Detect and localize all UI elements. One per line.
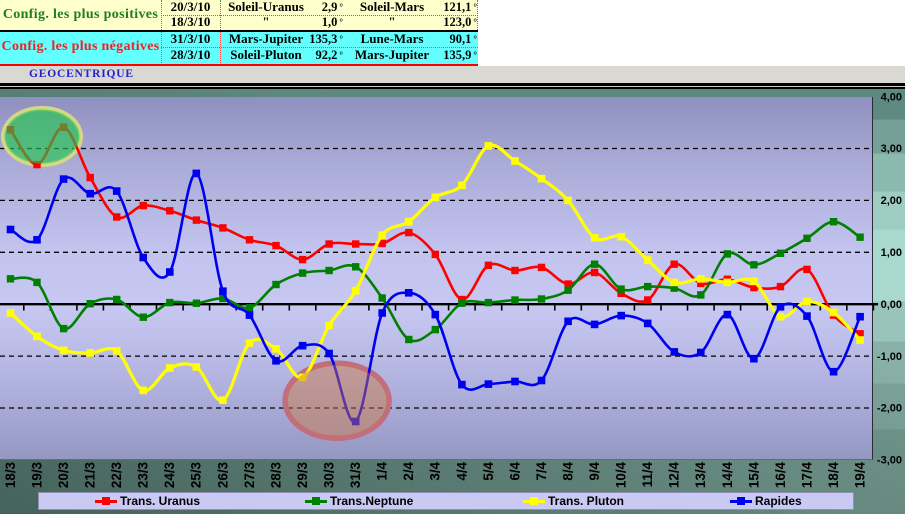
svg-text:8/4: 8/4	[561, 461, 576, 480]
svg-text:4,00: 4,00	[881, 91, 902, 103]
svg-text:29/3: 29/3	[295, 462, 310, 488]
svg-text:25/3: 25/3	[189, 462, 204, 488]
svg-text:17/4: 17/4	[799, 461, 814, 488]
svg-text:-1,00: -1,00	[877, 351, 902, 363]
svg-text:19/4: 19/4	[853, 461, 868, 488]
svg-text:11/4: 11/4	[640, 461, 655, 487]
svg-text:16/4: 16/4	[773, 461, 788, 488]
svg-text:21/3: 21/3	[83, 462, 98, 488]
svg-text:2/4: 2/4	[401, 461, 416, 480]
svg-text:2,00: 2,00	[881, 195, 902, 207]
svg-text:14/4: 14/4	[720, 461, 735, 488]
svg-text:19/3: 19/3	[29, 462, 44, 488]
svg-text:-2,00: -2,00	[877, 403, 902, 415]
svg-text:31/3: 31/3	[348, 462, 363, 488]
svg-text:1/4: 1/4	[375, 461, 390, 480]
svg-text:3/4: 3/4	[428, 461, 443, 480]
svg-text:23/3: 23/3	[136, 462, 151, 488]
svg-text:1,00: 1,00	[881, 247, 902, 259]
svg-text:18/3: 18/3	[3, 462, 18, 488]
svg-text:27/3: 27/3	[242, 462, 257, 488]
svg-text:24/3: 24/3	[162, 462, 177, 488]
svg-text:5/4: 5/4	[481, 461, 496, 480]
svg-text:0,00: 0,00	[881, 299, 902, 311]
svg-text:10/4: 10/4	[614, 461, 629, 488]
svg-text:12/4: 12/4	[667, 461, 682, 488]
svg-text:22/3: 22/3	[109, 462, 124, 488]
svg-text:6/4: 6/4	[507, 461, 522, 480]
svg-text:28/3: 28/3	[268, 462, 283, 488]
svg-text:-3,00: -3,00	[877, 455, 902, 467]
svg-text:7/4: 7/4	[534, 461, 549, 480]
svg-text:9/4: 9/4	[587, 461, 602, 480]
svg-text:13/4: 13/4	[693, 461, 708, 488]
svg-text:15/4: 15/4	[746, 461, 761, 488]
svg-text:30/3: 30/3	[322, 462, 337, 488]
svg-text:18/4: 18/4	[826, 461, 841, 488]
svg-text:26/3: 26/3	[215, 462, 230, 488]
svg-text:20/3: 20/3	[56, 462, 71, 488]
svg-text:4/4: 4/4	[454, 461, 469, 480]
svg-text:3,00: 3,00	[881, 143, 902, 155]
